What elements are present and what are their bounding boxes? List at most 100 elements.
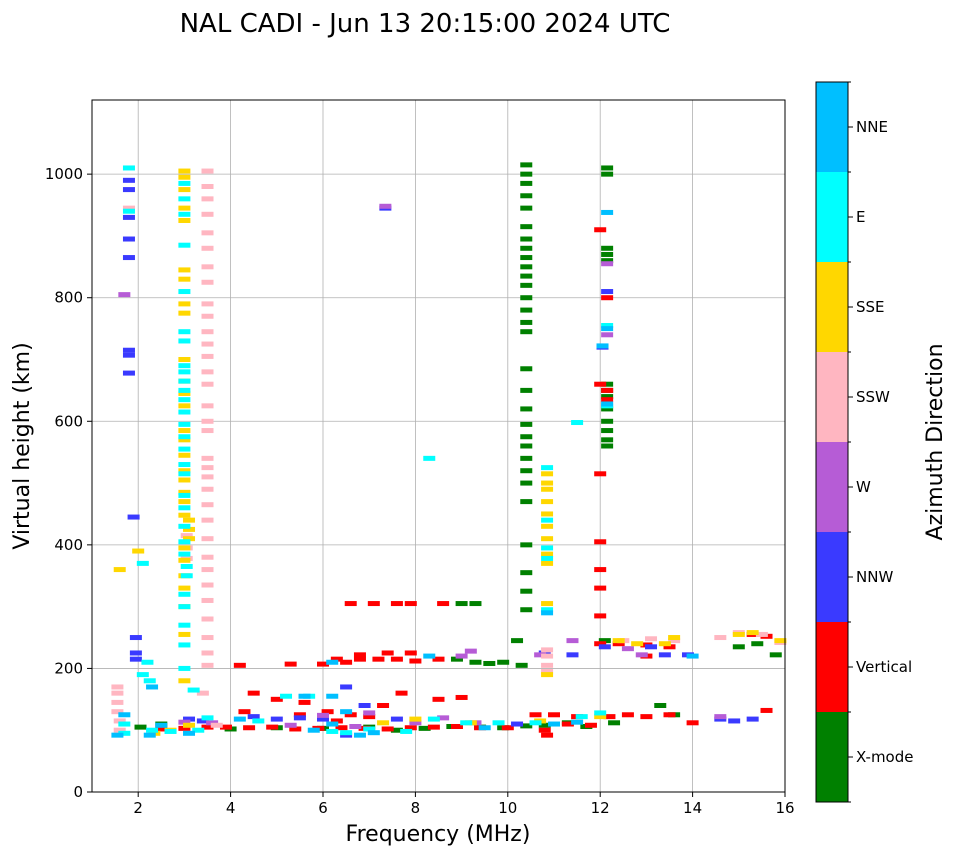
data-point [686,653,699,659]
x-tick-label: 14 [683,799,702,817]
data-point [178,539,191,545]
data-point [367,601,380,607]
data-point [122,255,135,261]
data-point [317,661,329,667]
data-point [141,659,154,665]
data-point [132,548,145,554]
data-point [178,217,191,223]
data-point [183,722,196,728]
data-point [178,378,191,384]
data-point [732,631,745,637]
data-point [180,563,193,569]
data-point [201,230,214,236]
data-point [658,641,671,647]
data-point [594,585,607,591]
data-point [201,582,214,588]
data-point [520,468,533,474]
data-point [601,443,614,449]
data-point [483,660,496,666]
data-point [201,536,214,542]
data-point [601,289,614,295]
data-point [201,554,214,560]
y-tick-label: 600 [54,412,83,430]
data-point [178,585,191,591]
data-point [349,724,362,730]
data-point [201,341,214,347]
colorbar-label: W [856,478,871,496]
series-x-mode [134,162,782,733]
data-point [201,455,214,461]
data-point [326,659,339,665]
data-point [178,489,191,495]
data-point [317,716,329,722]
data-point [769,652,782,658]
data-point [541,499,554,505]
data-point [122,165,135,171]
data-point [760,707,773,713]
data-point [377,720,390,726]
data-point [520,171,533,177]
series-sse [113,168,787,736]
data-point [129,650,142,656]
data-point [353,652,366,658]
data-point [372,656,385,662]
data-point [178,462,191,468]
data-point [178,363,191,369]
data-point [635,652,648,658]
colorbar-label: E [856,208,865,226]
data-point [390,601,403,607]
x-tick-label: 2 [133,799,143,817]
x-tick-label: 8 [411,799,421,817]
data-point [520,480,533,486]
data-point [455,601,468,607]
data-point [155,722,168,728]
data-point [178,276,191,282]
data-point [654,703,667,708]
data-point [201,184,214,189]
colorbar-segment [816,442,848,532]
data-point [266,724,279,730]
data-point [201,724,214,730]
data-point [728,718,741,724]
data-point [367,730,380,736]
data-point [113,567,126,573]
data-point [178,421,191,427]
data-point [219,724,232,730]
data-point [243,725,256,731]
data-point [432,696,445,702]
data-point [621,646,634,652]
colorbar-segment [816,712,848,802]
data-point [201,567,214,573]
data-point [658,652,671,658]
data-point [541,672,554,678]
x-tick-label: 16 [775,799,794,817]
series-ssw [111,168,787,733]
data-point [201,245,214,251]
data-point [645,644,658,650]
data-point [178,477,191,483]
data-point [178,622,191,628]
data-point [608,720,621,726]
colorbar-segment [816,172,848,262]
colorbar-segment [816,352,848,442]
data-point [178,338,191,344]
data-point [363,714,376,720]
data-point [178,428,191,434]
data-point [298,693,311,699]
data-point [353,656,366,662]
data-point [520,236,533,242]
data-point [601,251,614,257]
data-point [143,732,156,738]
series-w [118,203,727,730]
data-point [520,273,533,279]
data-point [404,725,417,731]
colorbar-label: NNW [856,568,893,586]
chart-title: NAL CADI - Jun 13 20:15:00 2024 UTC [180,9,671,39]
data-point [469,601,482,607]
data-point [233,716,246,722]
data-point [520,366,533,372]
data-point [178,174,191,180]
data-point [596,343,609,349]
data-point [340,730,353,736]
data-point [751,641,764,647]
